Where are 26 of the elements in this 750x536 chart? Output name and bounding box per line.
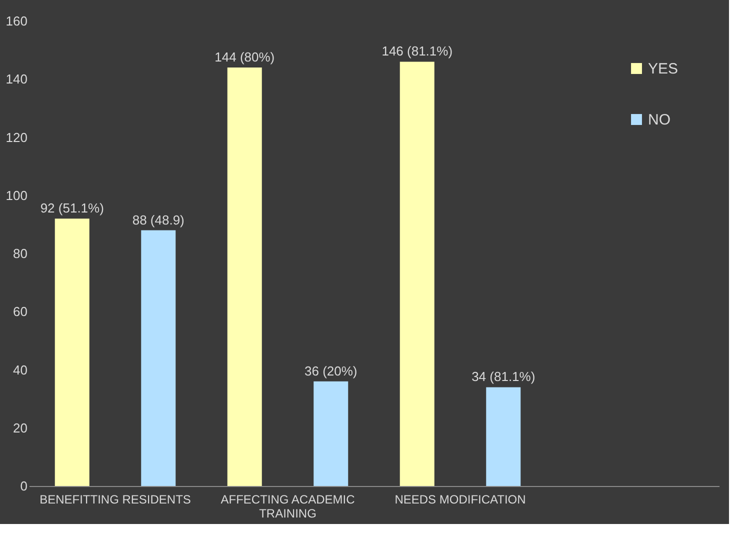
y-tick-label: 100: [6, 188, 28, 203]
y-tick-label: 60: [13, 304, 28, 320]
data-label: 88 (48.9): [132, 212, 184, 228]
y-tick-label: 40: [13, 362, 28, 378]
legend-label: YES: [648, 60, 678, 78]
y-tick-label: 80: [13, 246, 28, 261]
bar: [141, 230, 176, 486]
bar: [400, 62, 434, 486]
bar: [314, 381, 348, 486]
bar: [486, 387, 521, 486]
x-tick-label: BENEFITTING RESIDENTS: [40, 492, 191, 506]
data-label: 146 (81.1%): [382, 44, 453, 59]
data-label: 34 (81.1%): [472, 369, 536, 384]
data-label: 92 (51.1%): [40, 200, 104, 216]
bar: [227, 68, 262, 486]
y-tick-label: 0: [20, 478, 28, 494]
y-tick-label: 140: [6, 72, 28, 87]
y-tick-label: 160: [6, 14, 28, 28]
data-label: 144 (80%): [214, 50, 275, 64]
x-tick-label: NEEDS MODIFICATION: [394, 492, 526, 506]
y-tick-label: 120: [6, 130, 28, 145]
x-tick-label: AFFECTING ACADEMIC TRAINING: [220, 492, 356, 520]
bar: [54, 218, 90, 486]
legend-label: NO: [648, 112, 670, 128]
y-tick-label: 20: [13, 420, 28, 436]
data-label: 36 (20%): [304, 363, 358, 378]
